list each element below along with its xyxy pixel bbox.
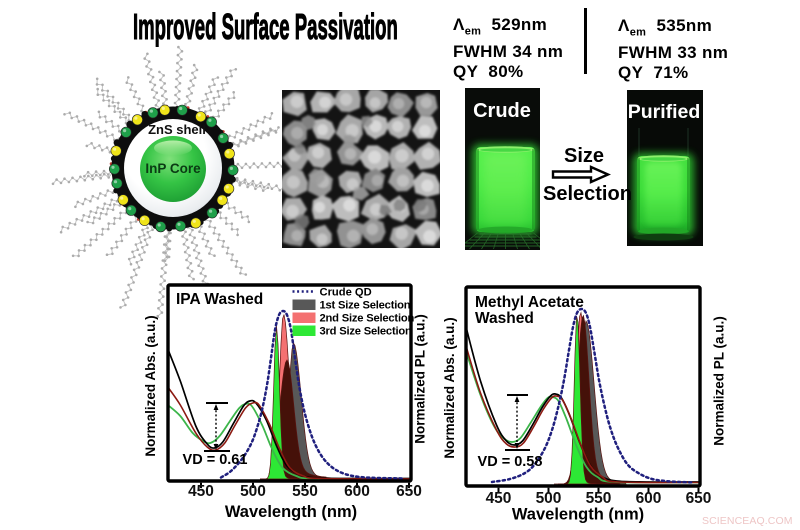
- svg-text:450: 450: [486, 490, 512, 507]
- svg-text:Methyl Acetate: Methyl Acetate: [475, 294, 584, 311]
- svg-text:Crude: Crude: [473, 100, 531, 122]
- svg-text:VD = 0.58: VD = 0.58: [478, 454, 543, 470]
- svg-text:Normalized PL (a.u.): Normalized PL (a.u.): [712, 316, 727, 446]
- svg-text:500: 500: [536, 490, 562, 507]
- svg-text:600: 600: [636, 490, 662, 507]
- svg-text:550: 550: [586, 490, 612, 507]
- svg-text:Wavelength (nm): Wavelength (nm): [512, 506, 644, 524]
- svg-text:Crude QD: Crude QD: [320, 287, 372, 299]
- svg-text:550: 550: [292, 483, 318, 500]
- svg-text:Normalized PL (a.u.): Normalized PL (a.u.): [413, 314, 428, 444]
- svg-text:3rd Size Selection: 3rd Size Selection: [320, 326, 413, 338]
- svg-text:VD = 0.61: VD = 0.61: [183, 452, 248, 468]
- svg-text:Purified: Purified: [628, 101, 701, 123]
- svg-text:Normalized Abs. (a.u.): Normalized Abs. (a.u.): [442, 317, 457, 458]
- svg-text:450: 450: [188, 483, 214, 500]
- svg-text:InP Core: InP Core: [145, 161, 201, 176]
- svg-text:500: 500: [240, 483, 266, 500]
- svg-text:IPA Washed: IPA Washed: [176, 291, 263, 308]
- svg-text:1st Size Selection: 1st Size Selection: [320, 300, 411, 312]
- svg-text:Wavelength (nm): Wavelength (nm): [225, 503, 357, 521]
- svg-text:650: 650: [396, 483, 422, 500]
- svg-text:600: 600: [344, 483, 370, 500]
- svg-text:Normalized Abs. (a.u.): Normalized Abs. (a.u.): [143, 315, 158, 456]
- svg-text:Washed: Washed: [475, 310, 534, 327]
- svg-text:2nd Size Selection: 2nd Size Selection: [320, 313, 415, 325]
- svg-text:ZnS shell: ZnS shell: [148, 122, 206, 137]
- svg-text:650: 650: [686, 490, 712, 507]
